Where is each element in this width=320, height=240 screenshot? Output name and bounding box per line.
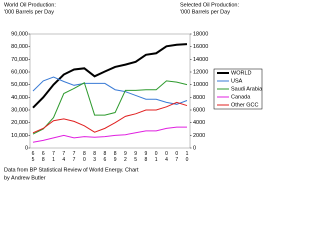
x-tick-label: 89 [112, 151, 118, 163]
legend-label: Other GCC [231, 102, 259, 108]
y-tick-label: 40,000 [11, 95, 28, 101]
plot-frame [29, 33, 191, 149]
y2-tick-label: 2000 [193, 133, 205, 139]
x-tick-label: 95 [133, 151, 139, 163]
series-line [32, 43, 188, 109]
y-tick-label: 70,000 [11, 57, 28, 63]
x-tick-label: 71 [51, 151, 57, 163]
x-tick-label: 98 [143, 151, 149, 163]
y2-title: '000 Barrels per Day [180, 9, 230, 15]
y2-tick-label: 4000 [193, 120, 205, 126]
y2-tick-label: 10000 [193, 82, 208, 88]
source-note: by Andrew Butler [4, 175, 46, 181]
x-tick-label: 86 [102, 151, 108, 163]
source-note: Data from BP Statistical Review of World… [4, 167, 139, 173]
y-tick-label: 60,000 [11, 69, 28, 75]
legend-label: USA [231, 78, 243, 84]
chart: World Oil Production: '000 Barrels per D… [4, 2, 263, 181]
y2-tick-label: 0 [193, 145, 196, 151]
x-tick-label: 01 [153, 151, 159, 163]
legend-label: Canada [231, 94, 251, 100]
y2-tick-label: 12000 [193, 69, 208, 75]
y-tick-label: 20,000 [11, 120, 28, 126]
x-tick-label: 68 [40, 151, 46, 163]
x-tick-label: 92 [122, 151, 128, 163]
legend-label: Saudi Arabia [231, 86, 263, 92]
series-line [32, 101, 188, 134]
x-tick-label: 10 [184, 151, 190, 163]
y-tick-label: 0 [25, 145, 28, 151]
x-tick-label: 04 [163, 151, 169, 163]
series-line [32, 126, 187, 143]
y2-tick-label: 8000 [193, 95, 205, 101]
y2-tick-label: 14000 [193, 57, 208, 63]
y-tick-label: 30,000 [11, 107, 28, 113]
y-tick-label: 10,000 [11, 133, 28, 139]
y2-tick-label: 18000 [193, 31, 208, 37]
x-tick-label: 74 [61, 151, 67, 163]
x-tick-label: 80 [81, 151, 87, 163]
y2-tick-label: 6000 [193, 107, 205, 113]
y-tick-label: 80,000 [11, 44, 28, 50]
y-tick-label: 90,000 [11, 31, 28, 37]
series-line [32, 80, 188, 135]
y-title: World Oil Production: [4, 2, 56, 8]
y2-title: Selected Oil Production: [180, 2, 239, 8]
legend-label: WORLD [231, 70, 252, 76]
y-title: '000 Barrels per Day [4, 9, 54, 15]
y2-tick-label: 16000 [193, 44, 208, 50]
x-tick-label: 77 [71, 151, 77, 163]
x-tick-label: 65 [30, 151, 36, 163]
x-tick-label: 83 [92, 151, 98, 163]
x-tick-label: 07 [174, 151, 180, 163]
y-tick-label: 50,000 [11, 82, 28, 88]
series-line [32, 76, 188, 105]
